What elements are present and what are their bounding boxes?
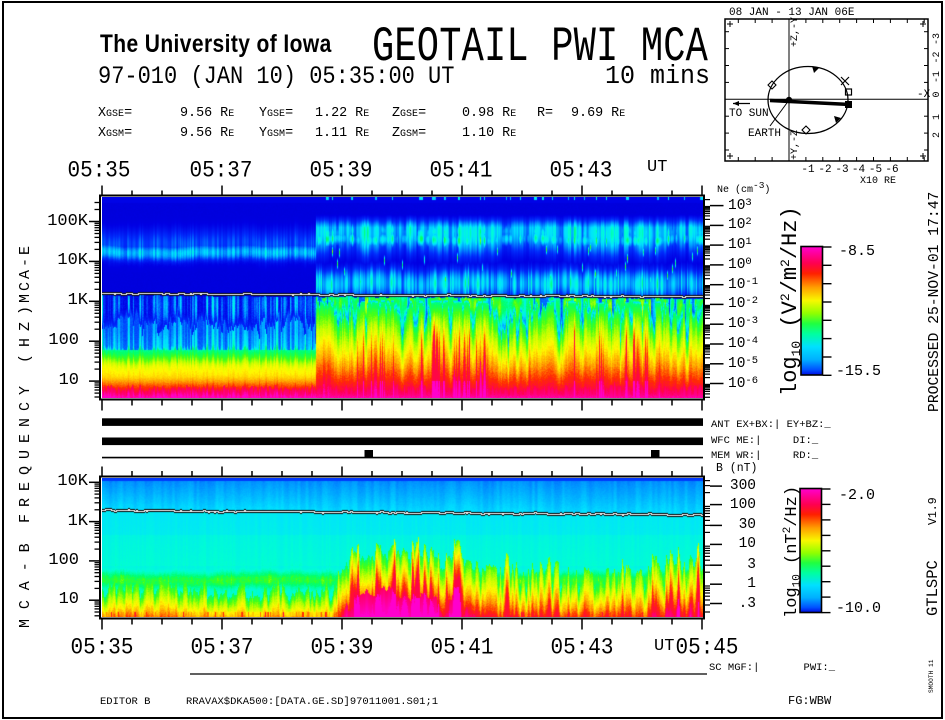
svg-text:-5: -5 [869,164,882,176]
svg-text:-1: -1 [932,71,943,83]
svg-text:+Y,-Z: +Y,-Z [790,130,801,160]
svg-text:-X: -X [917,89,931,101]
svg-text:log10 (nT2/Hz): log10 (nT2/Hz) [782,486,804,618]
svg-text:-3: -3 [932,33,943,45]
svg-text:08 JAN - 13 JAN 06E: 08 JAN - 13 JAN 06E [729,7,855,19]
svg-text:X10 RE: X10 RE [860,176,896,187]
svg-text:MCA-B: MCA-B [17,533,34,628]
svg-text:EARTH: EARTH [748,128,781,140]
svg-text:PROCESSED 25-NOV-01 17:47: PROCESSED 25-NOV-01 17:47 [927,192,943,412]
svg-text:-2: -2 [932,51,943,63]
svg-text:TO SUN: TO SUN [729,108,769,120]
svg-text:-2: -2 [818,164,831,176]
svg-text:-1: -1 [801,164,815,176]
svg-text:1: 1 [932,114,943,120]
svg-text:GTLSPC: GTLSPC [924,560,942,616]
svg-text:0: 0 [932,91,943,97]
svg-text:SMOOTH 11: SMOOTH 11 [928,659,935,693]
svg-text:-3: -3 [835,164,848,176]
svg-text:-4: -4 [852,164,866,176]
svg-text:-6: -6 [885,164,898,176]
svg-text:FREQUENCY (HZ): FREQUENCY (HZ) [17,299,34,523]
svg-text:MCA-E: MCA-E [17,243,34,303]
svg-text:V1.9: V1.9 [927,497,940,525]
svg-text:log10 (V2/m2/Hz): log10 (V2/m2/Hz) [778,206,804,396]
svg-text:2: 2 [932,132,943,138]
svg-text:+Z,-Y: +Z,-Y [790,17,801,47]
